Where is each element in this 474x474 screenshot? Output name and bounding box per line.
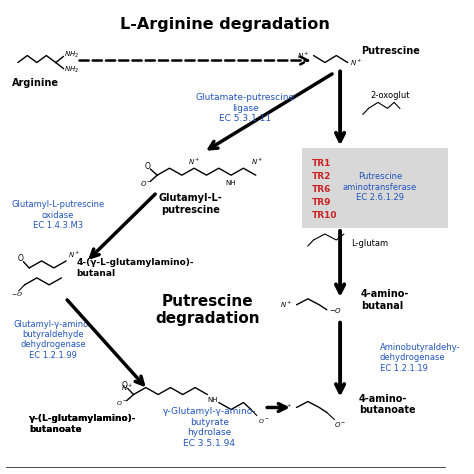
Text: 4-amino-
butanal: 4-amino- butanal <box>361 289 410 310</box>
Text: TR9: TR9 <box>312 198 331 207</box>
Text: γ-(L-glutamylamino)-
butanoate: γ-(L-glutamylamino)- butanoate <box>29 414 137 434</box>
Text: 4-(γ-L-glutamylamino)-
butanal: 4-(γ-L-glutamylamino)- butanal <box>77 258 194 278</box>
Text: $O^-$: $O^-$ <box>139 179 152 188</box>
Text: $NH_2$: $NH_2$ <box>64 64 80 74</box>
Text: Putrescine
degradation: Putrescine degradation <box>155 293 260 326</box>
Text: $N^+$: $N^+$ <box>188 157 201 167</box>
Text: Glutamyl-L-putrescine
oxidase
EC 1.4.3.M3: Glutamyl-L-putrescine oxidase EC 1.4.3.M… <box>11 200 104 230</box>
Text: $N^+$: $N^+$ <box>298 50 310 61</box>
Text: Putrescine
aminotransferase
EC 2.6.1.29: Putrescine aminotransferase EC 2.6.1.29 <box>343 172 417 202</box>
Text: TR6: TR6 <box>312 185 331 194</box>
Text: L-glutam: L-glutam <box>351 239 389 248</box>
Text: $N^+$: $N^+$ <box>121 383 134 392</box>
Text: $-O$: $-O$ <box>11 290 23 298</box>
Text: γ-Glutamyl-γ-amino-
butyrate
hydrolase
EC 3.5.1.94: γ-Glutamyl-γ-amino- butyrate hydrolase E… <box>163 407 256 447</box>
Text: O: O <box>122 381 128 390</box>
Text: O: O <box>18 255 24 264</box>
Text: $O^-$: $O^-$ <box>335 420 347 429</box>
Text: $N^+$: $N^+$ <box>281 402 293 413</box>
Bar <box>302 148 448 228</box>
Text: $NH_2$: $NH_2$ <box>64 49 80 60</box>
Text: $O^-$: $O^-$ <box>258 418 269 426</box>
Text: $N^+$: $N^+$ <box>252 157 264 167</box>
Text: Glutamyl-L-
putrescine: Glutamyl-L- putrescine <box>158 193 222 215</box>
Text: Glutamate-putrescine
ligase
EC 5.3.1.11: Glutamate-putrescine ligase EC 5.3.1.11 <box>196 93 295 123</box>
Text: γ-(L-glutamylamino)-
butanoate: γ-(L-glutamylamino)- butanoate <box>29 414 137 434</box>
Text: $N^+$: $N^+$ <box>281 300 293 310</box>
Text: NH: NH <box>208 397 218 402</box>
Text: O: O <box>145 162 151 171</box>
Text: TR1: TR1 <box>312 159 331 168</box>
Text: L-Arginine degradation: L-Arginine degradation <box>120 17 330 32</box>
Text: Glutamyl-γ-amino-
butyraldehyde
dehydrogenase
EC 1.2.1.99: Glutamyl-γ-amino- butyraldehyde dehydrog… <box>14 319 92 360</box>
Text: Putrescine: Putrescine <box>361 46 420 55</box>
Text: $O^-$: $O^-$ <box>117 399 128 407</box>
Text: 2-oxoglut: 2-oxoglut <box>370 91 410 100</box>
Text: 4-amino-
butanoate: 4-amino- butanoate <box>359 394 416 415</box>
Text: $-O$: $-O$ <box>329 306 342 315</box>
Text: $N^+$: $N^+$ <box>68 250 81 260</box>
Text: Arginine: Arginine <box>12 79 59 89</box>
Text: TR10: TR10 <box>312 210 337 219</box>
Text: $N^+$: $N^+$ <box>349 57 362 68</box>
Text: Aminobutyraldehy-
dehydrogenase
EC 1.2.1.19: Aminobutyraldehy- dehydrogenase EC 1.2.1… <box>380 343 461 373</box>
Text: TR2: TR2 <box>312 172 331 181</box>
Text: NH: NH <box>226 180 237 186</box>
